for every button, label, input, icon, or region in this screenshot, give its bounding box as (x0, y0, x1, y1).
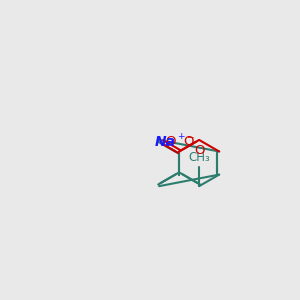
Text: −: − (186, 132, 194, 141)
Text: O: O (183, 135, 194, 148)
Text: O: O (194, 144, 204, 157)
Text: O: O (165, 135, 176, 148)
Text: Na: Na (155, 135, 176, 149)
Text: +: + (177, 132, 184, 141)
Text: CH₃: CH₃ (188, 151, 210, 164)
